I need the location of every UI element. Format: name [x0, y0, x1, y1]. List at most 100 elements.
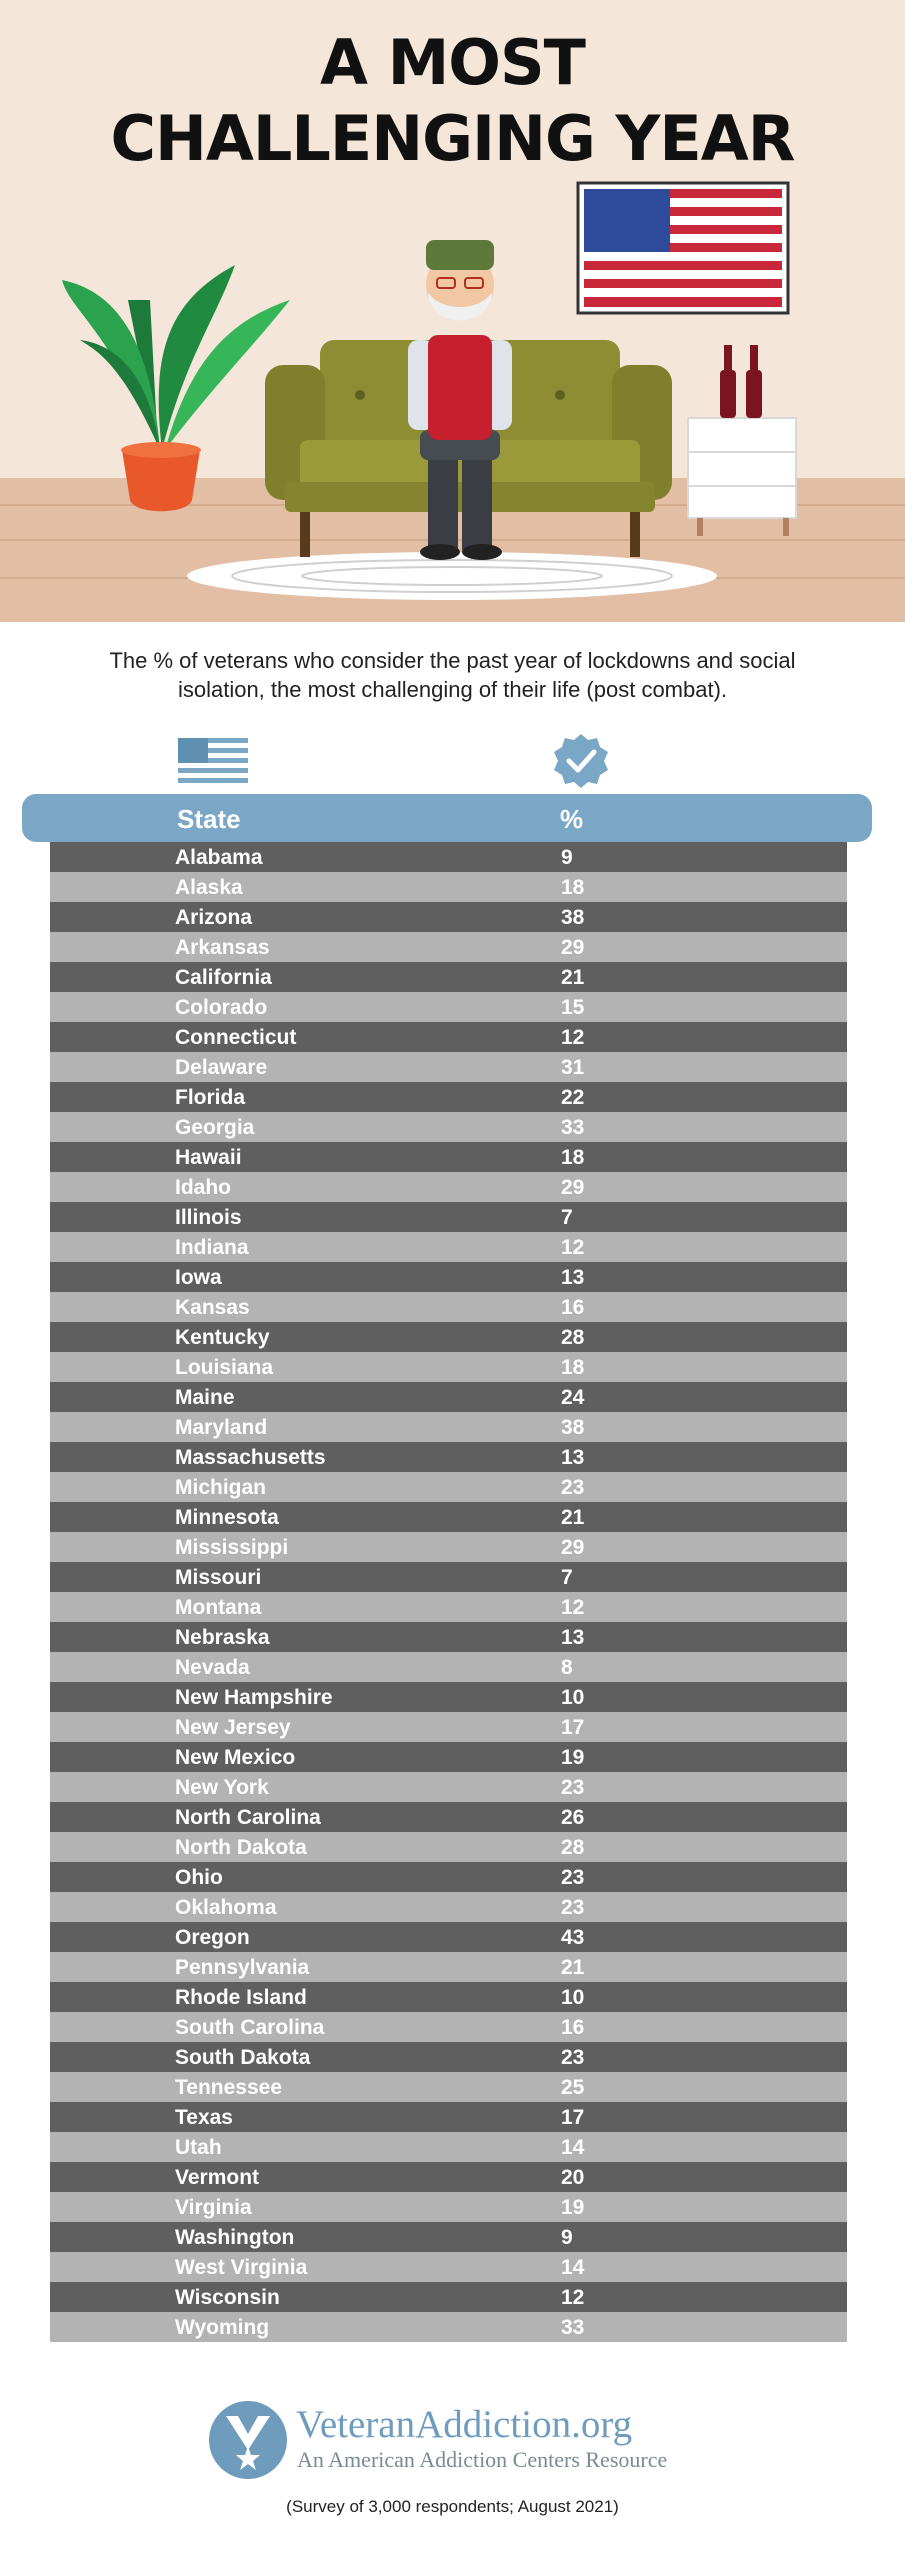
state-percent: 14: [561, 2256, 585, 2279]
table-row: Missouri 7: [50, 1562, 847, 1592]
state-name: Montana: [175, 1596, 262, 1619]
state-name: Virginia: [175, 2196, 252, 2219]
state-percent: 33: [561, 1116, 585, 1139]
state-percent: 18: [561, 1356, 585, 1379]
state-percent: 10: [561, 1686, 585, 1709]
table-row: Georgia 33: [50, 1112, 847, 1142]
state-percent: 23: [561, 1476, 585, 1499]
state-percent: 12: [561, 1596, 585, 1619]
table-row: Wisconsin 12: [50, 2282, 847, 2312]
table-row: Louisiana 18: [50, 1352, 847, 1382]
table-row: South Dakota 23: [50, 2042, 847, 2072]
state-percent: 23: [561, 1866, 585, 1889]
state-name: Washington: [175, 2226, 295, 2249]
table-row: Illinois 7: [50, 1202, 847, 1232]
state-name: Florida: [175, 1086, 246, 1109]
state-name: Texas: [175, 2106, 233, 2129]
state-name: Nevada: [175, 1656, 250, 1679]
table-row: North Carolina 26: [50, 1802, 847, 1832]
state-name: Maryland: [175, 1416, 268, 1439]
state-name: West Virginia: [175, 2256, 308, 2279]
state-name: California: [175, 966, 272, 989]
wine-bottles-icon: [720, 345, 762, 418]
state-name: Wisconsin: [175, 2286, 280, 2309]
state-percent: 38: [561, 1416, 585, 1439]
state-name: Arizona: [175, 906, 253, 929]
state-name: Mississippi: [175, 1536, 289, 1559]
table-row: Wyoming 33: [50, 2312, 847, 2342]
table-row: Kentucky 28: [50, 1322, 847, 1352]
table-row: Mississippi 29: [50, 1532, 847, 1562]
state-percent: 21: [561, 1506, 585, 1529]
table-row: Washington 9: [50, 2222, 847, 2252]
state-percent: 28: [561, 1326, 585, 1349]
state-percent: 10: [561, 1986, 585, 2009]
state-percent: 9: [561, 2226, 573, 2249]
state-percent: 38: [561, 906, 585, 929]
state-name: Maine: [175, 1386, 235, 1409]
state-percent: 43: [561, 1926, 585, 1949]
table-row: Connecticut 12: [50, 1022, 847, 1052]
state-name: Massachusetts: [175, 1446, 326, 1469]
state-percent: 23: [561, 1776, 585, 1799]
state-percent: 19: [561, 2196, 585, 2219]
state-percent: 23: [561, 2046, 585, 2069]
table-row: Colorado 15: [50, 992, 847, 1022]
table-row: New Hampshire 10: [50, 1682, 847, 1712]
table-row: Oklahoma 23: [50, 1892, 847, 1922]
table-row: Indiana 12: [50, 1232, 847, 1262]
table-row: Michigan 23: [50, 1472, 847, 1502]
american-flag-icon: [576, 181, 790, 315]
state-percent: 13: [561, 1446, 585, 1469]
state-percent: 12: [561, 1026, 585, 1049]
state-name: Kansas: [175, 1296, 250, 1319]
state-percent: 12: [561, 2286, 585, 2309]
table-row: Nevada 8: [50, 1652, 847, 1682]
table-row: Utah 14: [50, 2132, 847, 2162]
table-row: New Mexico 19: [50, 1742, 847, 1772]
state-percent: 7: [561, 1206, 573, 1229]
state-name: Louisiana: [175, 1356, 274, 1379]
table-row: Arkansas 29: [50, 932, 847, 962]
veteran-figure: [408, 240, 512, 560]
state-percent: 13: [561, 1266, 585, 1289]
state-name: Arkansas: [175, 936, 270, 959]
state-name: Minnesota: [175, 1506, 279, 1529]
table-row: Ohio 23: [50, 1862, 847, 1892]
logo-tagline: An American Addiction Centers Resource: [297, 2447, 668, 2472]
state-percent: 9: [561, 846, 573, 869]
table-row: Rhode Island 10: [50, 1982, 847, 2012]
table-row: New York 23: [50, 1772, 847, 1802]
state-name: Connecticut: [175, 1026, 297, 1049]
state-name: Iowa: [175, 1266, 222, 1289]
state-percent: 33: [561, 2316, 585, 2339]
title-line-1: A MOST: [320, 26, 586, 99]
header-percent: %: [560, 804, 584, 834]
state-table: Alabama 9 Alaska 18 Arizona 38 Arkansas 29 Calif…: [50, 842, 847, 2342]
table-header: State %: [22, 794, 872, 842]
table-row: California 21: [50, 962, 847, 992]
table-row: Massachusetts 13: [50, 1442, 847, 1472]
state-percent: 23: [561, 1896, 585, 1919]
state-percent: 24: [561, 1386, 585, 1409]
state-name: Michigan: [175, 1476, 267, 1499]
state-name: Vermont: [175, 2166, 260, 2189]
state-percent: 16: [561, 1296, 585, 1319]
table-row: Pennsylvania 21: [50, 1952, 847, 1982]
state-name: Tennessee: [175, 2076, 282, 2099]
table-row: Maryland 38: [50, 1412, 847, 1442]
state-name: North Dakota: [175, 1836, 307, 1859]
state-name: New Jersey: [175, 1716, 291, 1739]
state-percent: 31: [561, 1056, 585, 1079]
state-percent: 18: [561, 876, 585, 899]
subtitle: The % of veterans who consider the past …: [40, 646, 865, 704]
state-percent: 17: [561, 2106, 585, 2129]
table-row: Iowa 13: [50, 1262, 847, 1292]
state-name: South Carolina: [175, 2016, 325, 2039]
state-percent: 17: [561, 1716, 585, 1739]
state-name: New Mexico: [175, 1746, 296, 1769]
state-percent: 8: [561, 1656, 573, 1679]
state-name: Alaska: [175, 876, 243, 899]
table-row: Oregon 43: [50, 1922, 847, 1952]
checkmark-badge-icon: [554, 734, 608, 788]
